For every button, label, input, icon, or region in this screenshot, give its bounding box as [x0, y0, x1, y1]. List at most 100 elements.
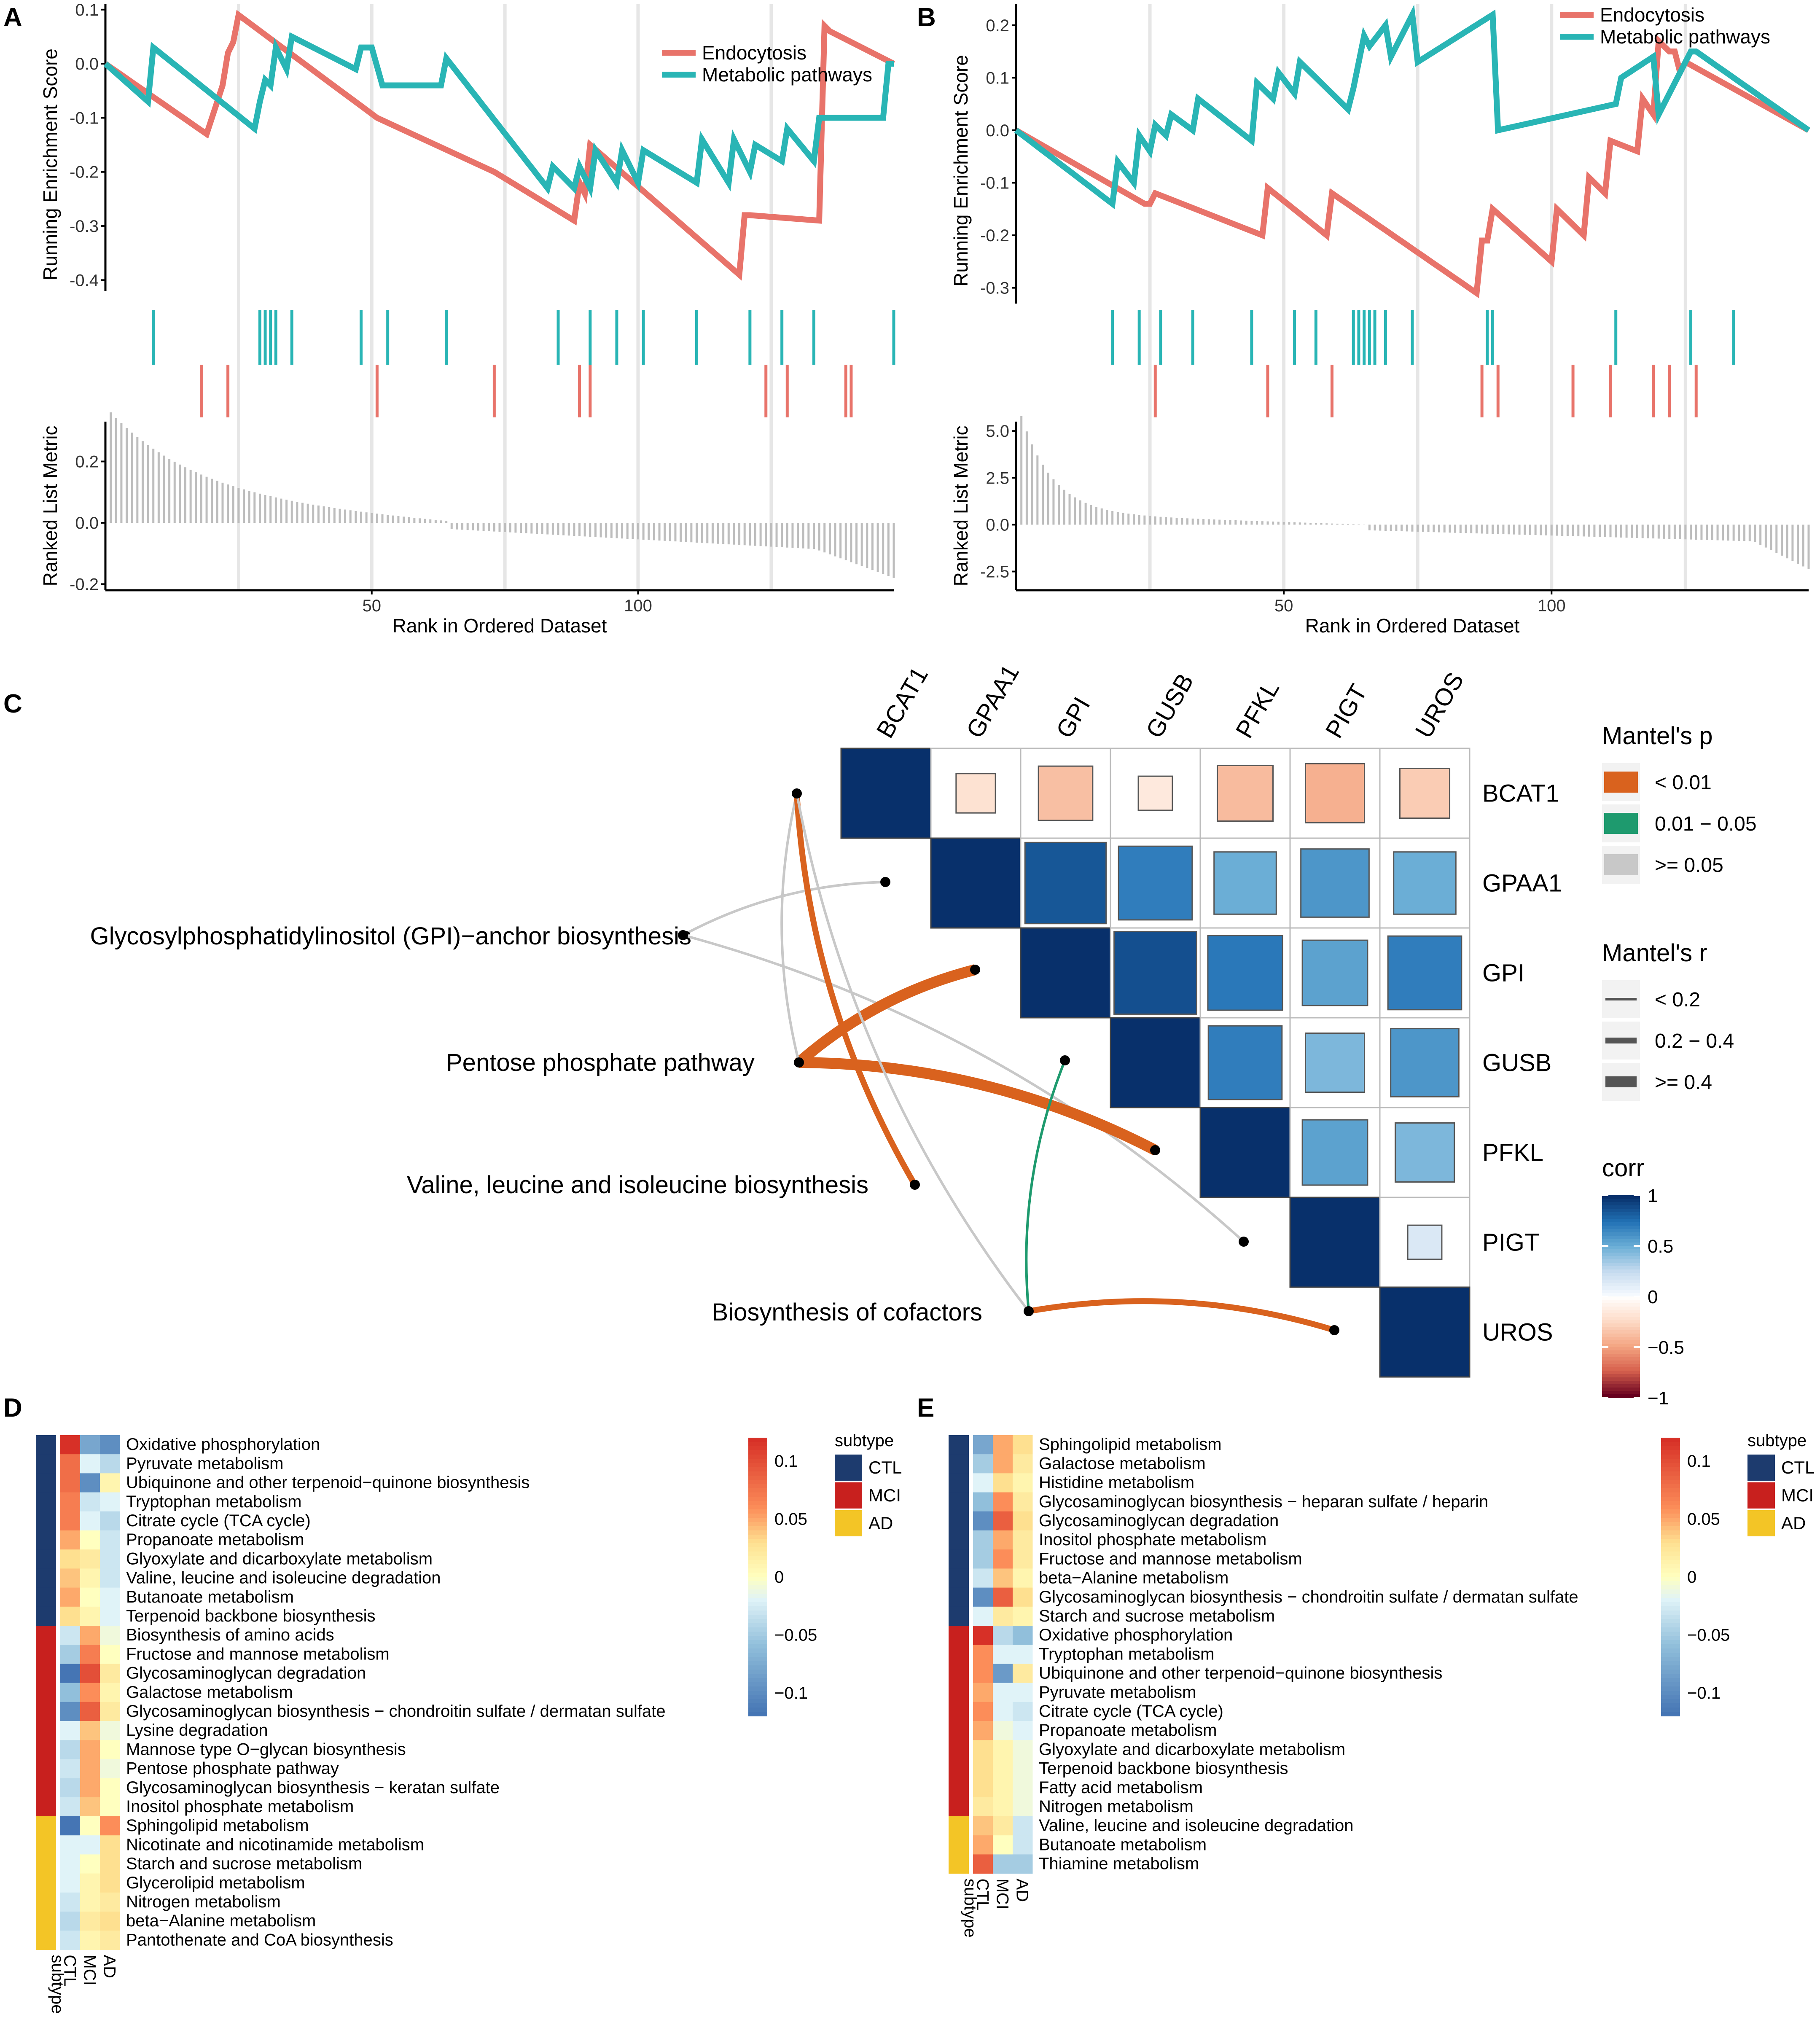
y-tick-label: 0.0: [75, 514, 99, 532]
colorbar-label: 0.5: [1648, 1236, 1673, 1257]
mantel-link: [1028, 1298, 1336, 1333]
colorbar-segment: [1661, 1543, 1680, 1548]
row-label: beta−Alanine metabolism: [126, 1912, 316, 1930]
heat-cell: [1013, 1549, 1033, 1569]
colorbar-segment: [1602, 1269, 1640, 1273]
row-label: Mannose type O−glycan biosynthesis: [126, 1740, 406, 1759]
heat-cell: [1013, 1587, 1033, 1607]
row-label: Pyruvate metabolism: [126, 1454, 283, 1473]
colorbar-segment: [748, 1657, 767, 1662]
colorbar-segment: [1661, 1598, 1680, 1603]
heat-cell: [973, 1530, 993, 1550]
colorbar-segment: [748, 1627, 767, 1632]
heat-cell: [993, 1511, 1013, 1531]
colorbar-segment: [1661, 1450, 1680, 1455]
row-label: Tryptophan metabolism: [1039, 1645, 1214, 1663]
row-label: Glycosaminoglycan biosynthesis − chondro…: [1039, 1588, 1578, 1606]
heat-cell: [973, 1511, 993, 1531]
colorbar-segment: [1602, 1327, 1640, 1331]
colorbar-segment: [1602, 1276, 1640, 1280]
y-tick-label: 0.1: [75, 1, 99, 19]
heat-cell: [973, 1854, 993, 1874]
heat-cell: [1013, 1664, 1033, 1683]
colorbar-segment: [748, 1611, 767, 1615]
colorbar-segment: [1661, 1526, 1680, 1531]
gene-label-top: BCAT1: [871, 662, 933, 743]
panel-label-e: E: [917, 1393, 934, 1423]
mantel-link: [683, 934, 1245, 1243]
gene-label-top: GPI: [1051, 692, 1095, 742]
heat-cell: [100, 1835, 120, 1855]
colorbar-segment: [1602, 1199, 1640, 1202]
heat-cell: [60, 1492, 81, 1512]
colorbar-label: −0.1: [774, 1684, 808, 1702]
legend-label: Endocytosis: [702, 42, 806, 64]
heat-cell: [973, 1626, 993, 1645]
subtype-annotation-cell: [949, 1568, 969, 1588]
heat-cell: [1013, 1797, 1033, 1817]
heat-cell: [993, 1473, 1013, 1493]
subtype-annotation-cell: [949, 1835, 969, 1855]
heat-cell: [100, 1587, 120, 1607]
subtype-annotation-cell: [36, 1702, 56, 1721]
panel-label-c: C: [3, 689, 22, 718]
subtype-annotation-cell: [949, 1778, 969, 1798]
subtype-annotation-cell: [949, 1740, 969, 1759]
colorbar-segment: [1602, 1293, 1640, 1297]
corr-square: [1207, 1025, 1283, 1100]
colorbar-segment: [1661, 1552, 1680, 1556]
heat-cell: [973, 1835, 993, 1855]
row-label: Valine, leucine and isoleucine degradati…: [1039, 1816, 1353, 1835]
colorbar-segment: [748, 1552, 767, 1556]
heat-cell: [80, 1492, 100, 1512]
colorbar-segment: [1661, 1438, 1680, 1442]
row-label: Sphingolipid metabolism: [1039, 1435, 1222, 1454]
legend-label: MCI: [868, 1485, 901, 1505]
corr-square: [840, 748, 932, 839]
mantel-link: [794, 793, 918, 1186]
heat-cell: [80, 1873, 100, 1893]
column-label: MCI: [81, 1955, 99, 1985]
subtype-annotation-cell: [36, 1892, 56, 1912]
colorbar-segment: [1661, 1602, 1680, 1607]
corr-square: [1399, 767, 1451, 819]
legend-key: [835, 1510, 862, 1536]
row-label: Starch and sucrose metabolism: [1039, 1607, 1275, 1625]
gene-label-right: UROS: [1482, 1319, 1553, 1346]
y-tick-label: -0.1: [980, 174, 1009, 193]
heat-cell: [100, 1931, 120, 1950]
panel-label-d: D: [3, 1393, 22, 1423]
pathway-label: Biosynthesis of cofactors: [712, 1299, 982, 1326]
row-label: Fructose and mannose metabolism: [126, 1645, 390, 1663]
colorbar-segment: [1661, 1632, 1680, 1636]
corr-square: [1020, 927, 1111, 1019]
colorbar-segment: [748, 1577, 767, 1581]
heat-cell: [973, 1587, 993, 1607]
colorbar-segment: [748, 1480, 767, 1484]
colorbar-segment: [748, 1623, 767, 1628]
heat-cell: [60, 1435, 81, 1455]
colorbar-segment: [748, 1598, 767, 1603]
subtype-annotation-cell: [949, 1587, 969, 1607]
colorbar-segment: [1661, 1488, 1680, 1493]
subtype-annotation-cell: [36, 1740, 56, 1759]
colorbar-segment: [1661, 1564, 1680, 1569]
colorbar-segment: [1661, 1547, 1680, 1552]
heat-cell: [993, 1683, 1013, 1702]
heat-cell: [993, 1778, 1013, 1798]
heat-cell: [100, 1454, 120, 1474]
colorbar-segment: [748, 1476, 767, 1480]
column-label: CTL: [61, 1955, 79, 1987]
heat-cell: [993, 1606, 1013, 1626]
heat-cell: [973, 1740, 993, 1759]
corr-square: [1379, 1286, 1471, 1378]
corr-square: [1110, 1017, 1201, 1108]
subtype-annotation-cell: [36, 1645, 56, 1664]
heat-cell: [80, 1835, 100, 1855]
corr-square: [1304, 763, 1366, 824]
heat-cell: [100, 1816, 120, 1836]
colorbar-segment: [1602, 1357, 1640, 1361]
colorbar-segment: [1661, 1585, 1680, 1590]
heat-cell: [80, 1892, 100, 1912]
